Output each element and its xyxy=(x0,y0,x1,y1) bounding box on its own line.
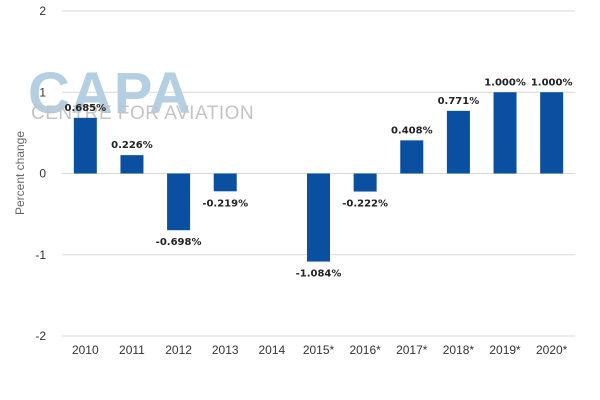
bar-2010 xyxy=(73,117,97,174)
bars xyxy=(73,92,564,262)
y-axis-label: Percent change xyxy=(13,131,27,215)
bar-2018* xyxy=(446,110,470,174)
data-label: -1.084% xyxy=(296,269,342,280)
x-axis-ticks: 2010 2011 2012 2013 2014 2015* 2016* 2017* 2018*… xyxy=(72,343,568,357)
data-label: -0.222% xyxy=(342,199,388,210)
bar-2013 xyxy=(213,173,237,192)
x-tick-label: 2019* xyxy=(489,343,521,357)
x-tick-label: 2016* xyxy=(349,343,381,357)
bar-2020* xyxy=(540,92,564,174)
data-label: -0.698% xyxy=(156,237,202,248)
bar-2017* xyxy=(400,140,424,174)
data-label: 1.000% xyxy=(484,77,526,88)
y-tick-label: 0 xyxy=(39,167,46,181)
bar-2019* xyxy=(493,92,517,174)
bar-2015* xyxy=(307,173,330,262)
x-tick-label: 2013 xyxy=(212,343,239,357)
watermark-logo: CAPA xyxy=(28,61,192,126)
data-label: 0.685% xyxy=(64,103,106,114)
y-tick-label: -1 xyxy=(35,248,46,262)
y-axis-ticks: -2 -1 0 1 2 xyxy=(35,4,46,343)
capa-watermark: CAPA CENTRE FOR AVIATION xyxy=(28,61,254,126)
data-labels: 0.685% 0.226% -0.698% -0.219% -1.084% -0.222%… xyxy=(64,77,572,279)
data-label: -0.219% xyxy=(202,198,248,209)
y-tick-label: 1 xyxy=(39,85,46,99)
bar-2016* xyxy=(353,173,377,192)
x-tick-label: 2018* xyxy=(443,343,475,357)
x-tick-label: 2017* xyxy=(396,343,428,357)
data-label: 0.408% xyxy=(391,125,433,136)
bar-2012 xyxy=(167,173,191,231)
x-tick-label: 2015* xyxy=(303,343,335,357)
data-label: 0.771% xyxy=(438,96,480,107)
bar-2011 xyxy=(120,155,144,174)
y-tick-label: 2 xyxy=(39,4,46,18)
data-label: 0.226% xyxy=(111,140,153,151)
x-tick-label: 2011 xyxy=(119,343,145,357)
x-tick-label: 2010 xyxy=(72,343,99,357)
x-tick-label: 2012 xyxy=(165,343,192,357)
y-tick-label: -2 xyxy=(35,329,46,343)
x-tick-label: 2020* xyxy=(536,343,568,357)
x-tick-label: 2014 xyxy=(259,343,286,357)
data-label: 1.000% xyxy=(531,77,573,88)
